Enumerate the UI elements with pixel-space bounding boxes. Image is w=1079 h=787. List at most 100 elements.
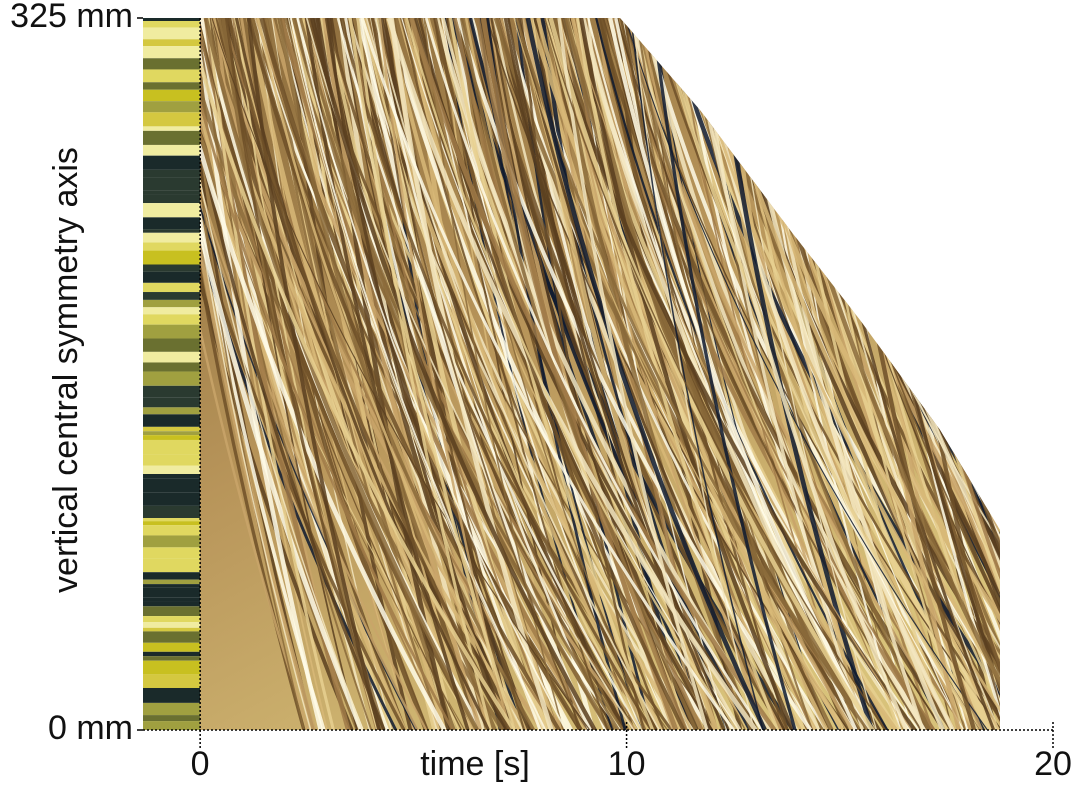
y-axis-label: vertical central symmetry axis	[47, 147, 85, 593]
band	[143, 521, 200, 526]
band	[143, 371, 200, 386]
streak	[200, 18, 364, 730]
streak	[657, 18, 979, 730]
band	[143, 385, 200, 398]
band	[143, 558, 200, 573]
band	[143, 407, 200, 415]
band	[143, 250, 200, 265]
band	[143, 721, 200, 730]
band	[143, 21, 200, 28]
band	[143, 338, 200, 352]
band	[143, 492, 200, 506]
band	[143, 232, 200, 243]
band	[143, 242, 200, 251]
band	[143, 397, 200, 408]
band	[143, 126, 200, 131]
x-tick-label: 20	[1034, 745, 1072, 783]
streak	[289, 18, 547, 730]
band	[143, 414, 200, 427]
band	[143, 351, 200, 363]
streak	[324, 18, 508, 730]
streak	[570, 18, 912, 730]
band	[143, 631, 200, 643]
streak	[633, 18, 906, 730]
band	[143, 584, 200, 588]
band	[143, 656, 200, 661]
streak	[200, 18, 463, 730]
band	[143, 177, 200, 191]
streak	[200, 18, 386, 730]
band	[143, 518, 200, 522]
streak	[374, 18, 661, 730]
band	[143, 651, 200, 657]
band	[143, 606, 200, 617]
streak	[313, 18, 532, 730]
streak	[503, 18, 726, 730]
streak	[358, 18, 593, 730]
x-axis-label: time [s]	[420, 745, 530, 783]
streak	[651, 18, 797, 730]
band	[143, 299, 200, 308]
band	[143, 702, 200, 716]
band	[143, 601, 200, 607]
band	[143, 674, 200, 688]
band	[143, 572, 200, 580]
streak	[200, 18, 447, 730]
streak	[385, 18, 648, 730]
band	[143, 264, 200, 272]
streak	[200, 18, 364, 730]
streak	[547, 18, 917, 730]
band	[143, 465, 200, 474]
band	[143, 203, 200, 218]
band	[143, 687, 200, 703]
band	[143, 478, 200, 493]
streak	[200, 18, 454, 730]
band	[143, 622, 200, 628]
streak	[527, 18, 719, 730]
band	[143, 587, 200, 598]
streak	[638, 18, 888, 730]
band	[143, 324, 200, 339]
streak	[246, 18, 382, 730]
band	[143, 660, 200, 675]
band	[143, 426, 200, 432]
streak	[578, 18, 795, 730]
streak	[287, 18, 545, 730]
band	[143, 282, 200, 293]
streak	[608, 18, 871, 730]
band	[143, 229, 200, 233]
band	[143, 579, 200, 585]
streak	[310, 18, 597, 730]
streak	[536, 18, 844, 730]
band	[143, 505, 200, 519]
band	[143, 362, 200, 372]
streak	[624, 18, 988, 730]
streak	[580, 18, 875, 730]
streak	[409, 18, 777, 730]
y-tick-label: 325 mm	[10, 0, 133, 35]
streak	[200, 18, 407, 730]
band	[143, 58, 200, 70]
streak	[682, 18, 932, 730]
streak	[405, 18, 734, 730]
band	[143, 307, 200, 315]
left-strip	[143, 18, 200, 730]
streak	[200, 18, 516, 730]
streak	[433, 18, 609, 730]
streak	[203, 18, 479, 730]
streak	[404, 18, 663, 730]
streak	[456, 18, 813, 730]
band	[143, 101, 200, 113]
space-time-image	[200, 18, 1000, 730]
streak	[200, 18, 398, 730]
streak	[544, 18, 887, 730]
band	[143, 169, 200, 178]
streak	[200, 18, 326, 730]
streak	[548, 18, 875, 730]
x-tick-label: 0	[191, 745, 210, 783]
band	[143, 525, 200, 536]
streak	[200, 18, 310, 730]
band	[143, 314, 200, 325]
band	[143, 112, 200, 127]
band	[143, 39, 200, 47]
